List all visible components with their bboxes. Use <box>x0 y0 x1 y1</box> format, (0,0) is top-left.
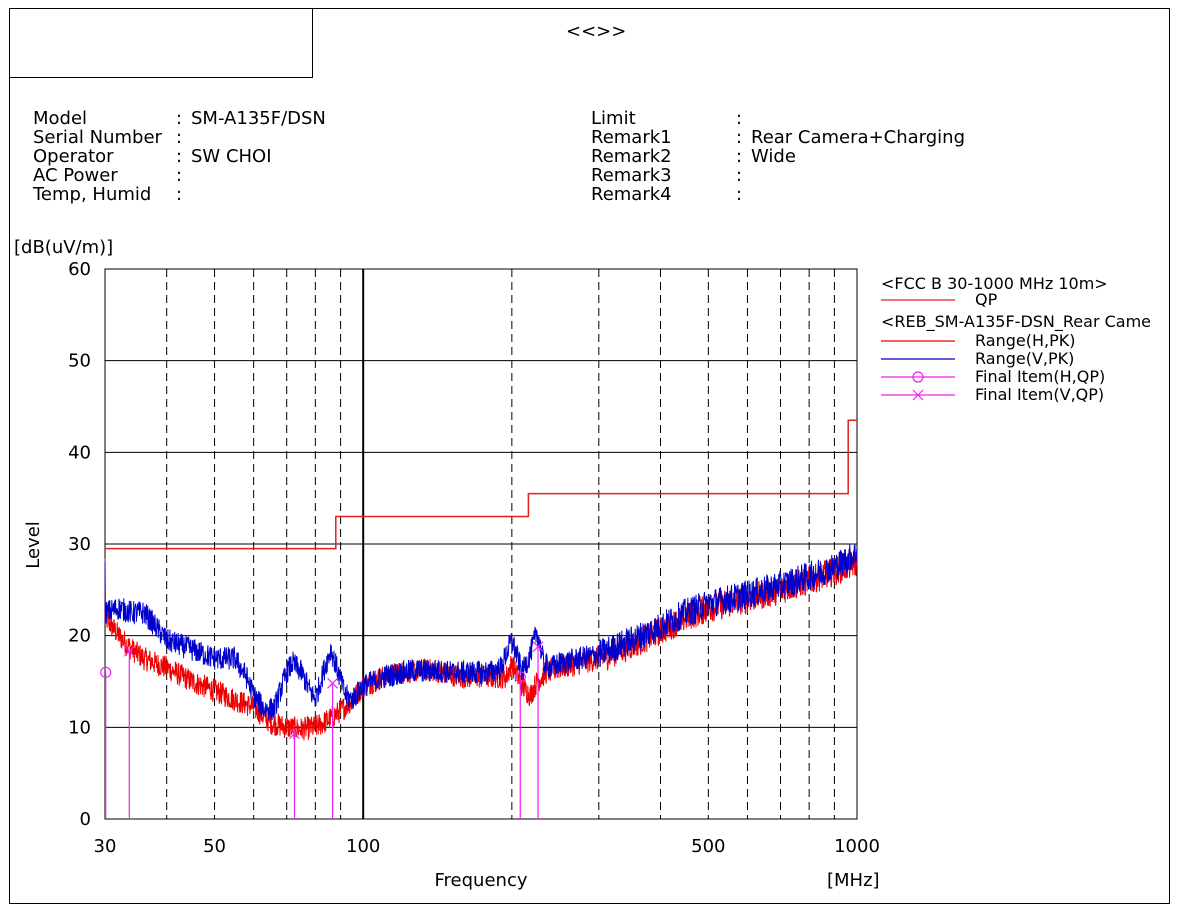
left-label-ac-power: AC Power <box>33 165 118 186</box>
right-label-limit: Limit <box>591 108 636 129</box>
trace-range-h-pk <box>104 550 858 741</box>
final-item-h-marker <box>514 671 526 683</box>
x-unit-label: [MHz] <box>827 870 880 891</box>
legend-group-title: <REB_SM-A135F-DSN_Rear Came <box>881 312 1151 332</box>
left-sep-serial-number: : <box>176 127 183 148</box>
x-tick-label: 1000 <box>834 836 880 857</box>
right-sep-remark3: : <box>736 165 743 186</box>
final-layer <box>100 641 544 819</box>
right-label-remark3: Remark3 <box>591 165 672 186</box>
right-sep-remark1: : <box>736 127 743 148</box>
y-tick-label: 40 <box>68 442 91 463</box>
left-sep-model: : <box>176 108 183 129</box>
left-sep-temp-humid: : <box>176 184 183 205</box>
legend-entry-label: Range(V,PK) <box>975 349 1074 368</box>
grid-layer <box>104 268 858 820</box>
legend-circle-marker <box>912 371 924 383</box>
left-label-serial-number: Serial Number <box>33 127 162 148</box>
plot-area-border <box>104 268 858 820</box>
legend-layer: <FCC B 30-1000 MHz 10m>QP <REB_SM-A135F-D… <box>881 274 1151 404</box>
legend-entry-label: QP <box>975 290 998 309</box>
legend-group-title: <FCC B 30-1000 MHz 10m> <box>881 274 1108 293</box>
left-label-model: Model <box>33 108 88 129</box>
right-sep-limit: : <box>736 108 743 129</box>
right-value-remark2: Wide <box>751 146 796 167</box>
y-tick-label: 30 <box>68 534 91 555</box>
left-label-operator: Operator <box>33 146 114 167</box>
x-tick-label: 50 <box>203 836 226 857</box>
right-label-remark4: Remark4 <box>591 184 672 205</box>
y-unit-label: [dB(uV/m)] <box>14 237 113 258</box>
axis-layer: 0 10 20 30 40 50 60 30 50 100 500 1000 [dB(uV/m)] [MH… <box>14 237 880 891</box>
left-label-temp-humid: Temp, Humid <box>33 184 152 205</box>
x-axis-title: Frequency <box>435 870 528 891</box>
right-sep-remark4: : <box>736 184 743 205</box>
outer-border <box>9 8 1170 904</box>
final-item-v-marker <box>532 641 544 653</box>
x-tick-label: 500 <box>691 836 725 857</box>
legend-entry-label: Final Item(H,QP) <box>975 367 1105 386</box>
final-item-v-marker <box>327 677 339 689</box>
x-tick-label: 100 <box>346 836 380 857</box>
y-tick-label: 50 <box>68 351 91 372</box>
final-item-v-marker <box>123 645 135 657</box>
left-sep-ac-power: : <box>176 165 183 186</box>
header-title: <<>> <box>566 21 627 42</box>
legend-entry-label: Final Item(V,QP) <box>975 385 1104 404</box>
right-value-remark1: Rear Camera+Charging <box>751 127 965 148</box>
legend-entry-label: Range(H,PK) <box>975 331 1075 350</box>
limit-line-qp <box>105 419 857 550</box>
left-value-operator: SW CHOI <box>191 146 272 167</box>
left-sep-operator: : <box>176 146 183 167</box>
x-tick-label: 30 <box>94 836 117 857</box>
legend-cross-marker <box>912 389 924 401</box>
final-item-v-marker <box>289 728 300 740</box>
y-axis-title: Level <box>23 521 44 569</box>
y-tick-label: 20 <box>68 626 91 647</box>
right-label-remark2: Remark2 <box>591 146 672 167</box>
left-value-model: SM-A135F/DSN <box>191 108 326 129</box>
series-layer <box>104 543 858 741</box>
y-tick-label: 60 <box>68 259 91 280</box>
header-left-box <box>9 8 313 78</box>
y-tick-label: 10 <box>68 717 91 738</box>
limit-layer <box>105 419 857 550</box>
trace-range-v-pk <box>104 543 858 721</box>
right-label-remark1: Remark1 <box>591 127 672 148</box>
y-tick-label: 0 <box>80 809 91 830</box>
right-sep-remark2: : <box>736 146 743 167</box>
final-item-h-marker <box>100 666 112 678</box>
